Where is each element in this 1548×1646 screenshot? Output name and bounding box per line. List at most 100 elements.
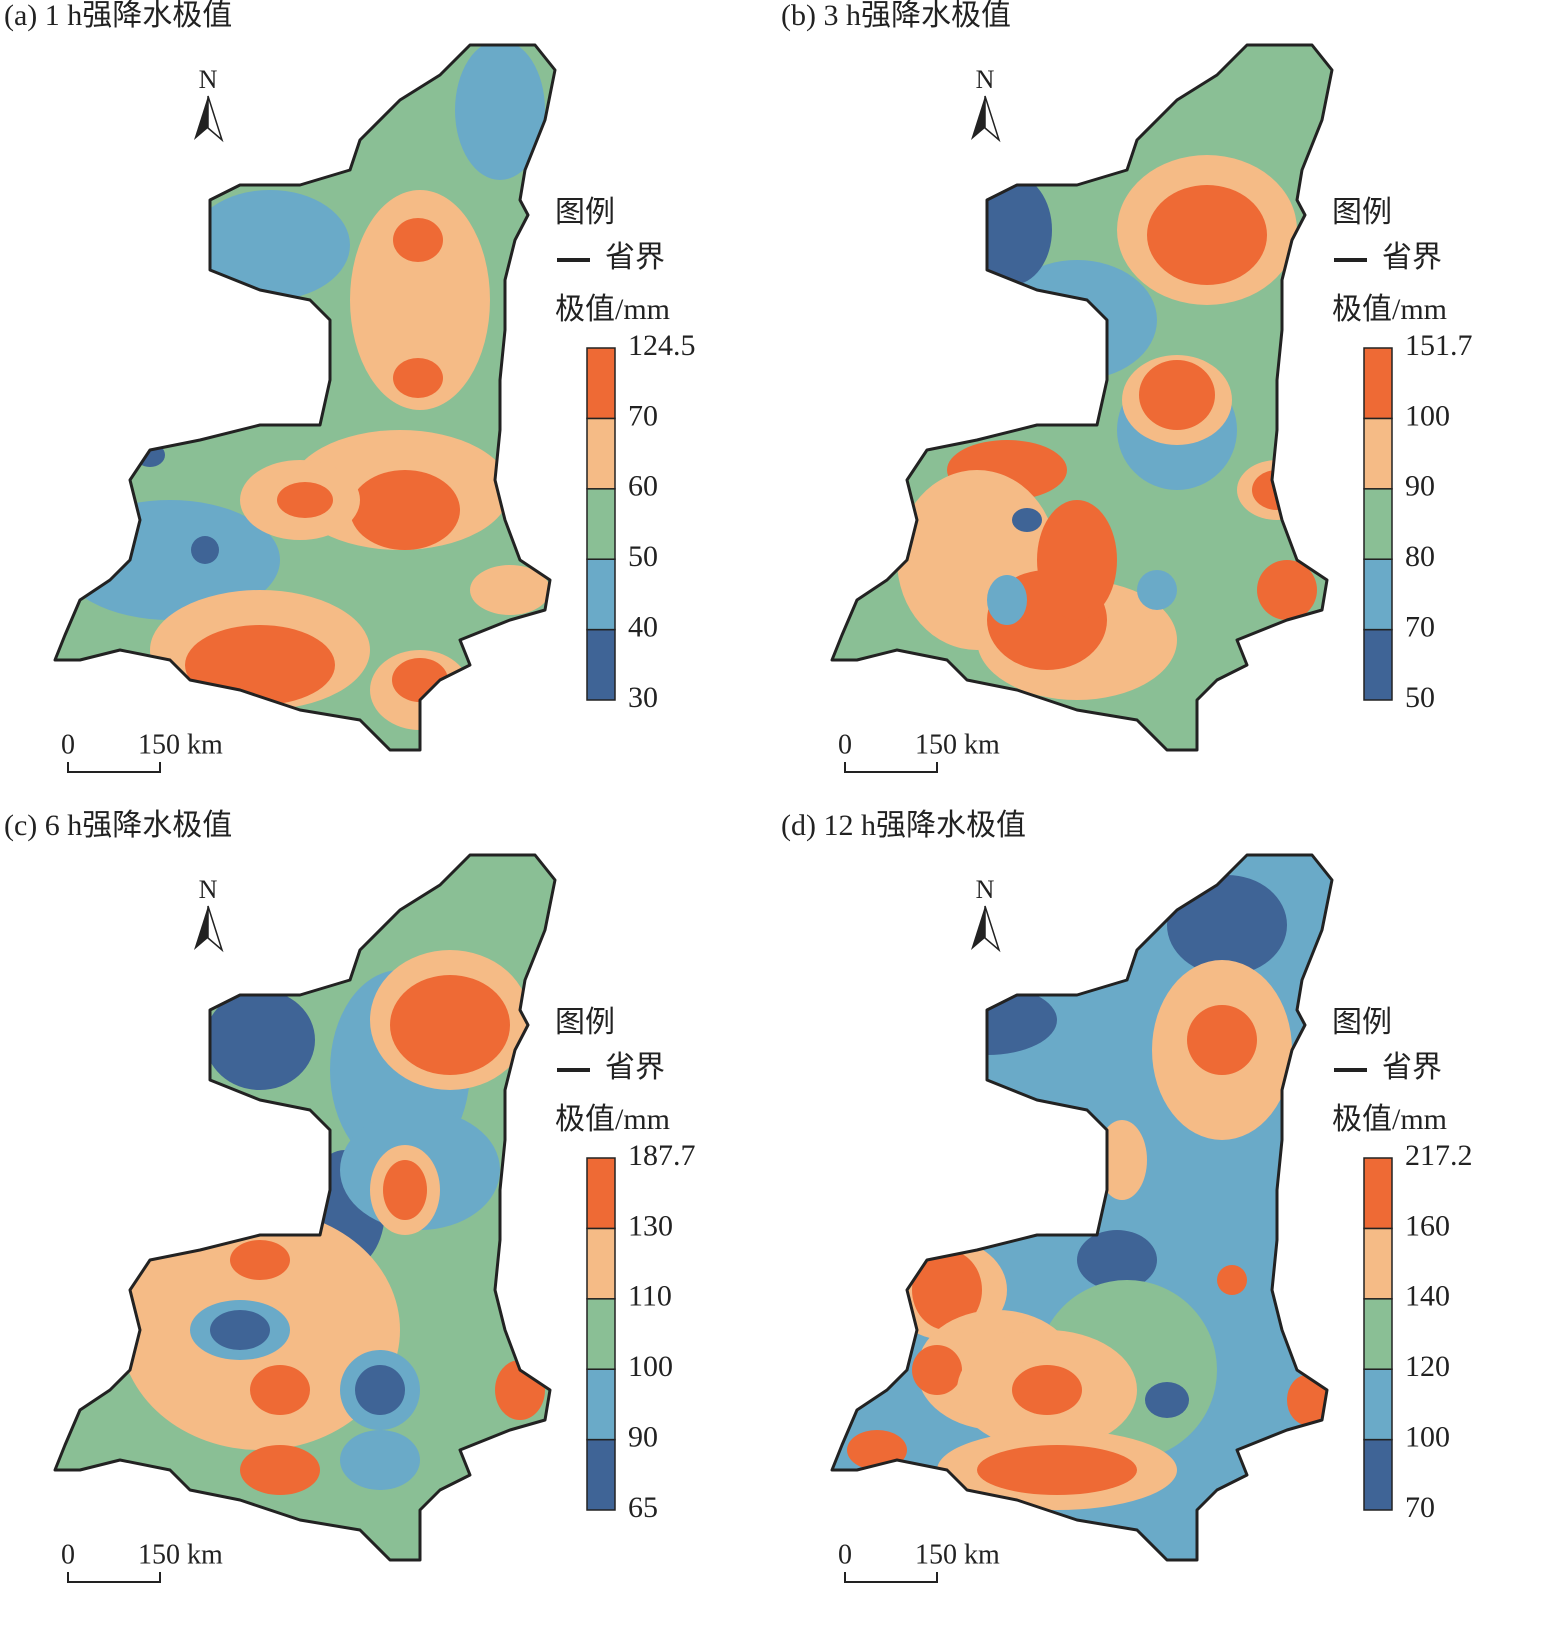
boundary-label: 省界 — [605, 241, 665, 274]
panel-title: (d) 12 h强降水极值 — [781, 809, 1026, 842]
north-arrow — [971, 906, 985, 950]
panel-title: (a) 1 h强降水极值 — [4, 0, 232, 32]
legend-value: 70 — [1405, 610, 1435, 643]
scale-label: 0 — [838, 729, 852, 760]
legend-value: 30 — [628, 681, 658, 714]
legend-value: 60 — [628, 470, 658, 503]
scale-bar — [67, 762, 161, 773]
contour-zone — [205, 990, 315, 1090]
legend-title: 图例 — [555, 1006, 615, 1039]
legend-swatch — [586, 1157, 616, 1230]
contour-zone — [1187, 1005, 1257, 1075]
scale-label: 0 — [61, 1539, 75, 1570]
legend-value: 187.7 — [628, 1139, 696, 1172]
legend-swatch — [586, 1227, 616, 1300]
legend-value: 110 — [628, 1280, 672, 1313]
contour-zone — [1257, 560, 1317, 620]
legend-swatch — [1363, 1157, 1393, 1230]
north-label: N — [199, 875, 218, 904]
legend-value: 130 — [628, 1209, 673, 1242]
legend-swatch — [586, 488, 616, 560]
legend-value: 50 — [1405, 681, 1435, 714]
contour-zone — [912, 1250, 982, 1330]
contour-zone — [1137, 570, 1177, 610]
contour-zone — [1287, 1375, 1327, 1425]
legend-swatch — [586, 347, 616, 420]
legend-value: 140 — [1405, 1280, 1450, 1313]
north-arrow — [194, 906, 208, 950]
contour-zone — [350, 190, 490, 410]
legend-swatch — [586, 417, 616, 490]
legend-swatch — [1363, 488, 1393, 560]
legend-value: 50 — [628, 540, 658, 573]
legend-swatch — [1363, 417, 1393, 490]
legend-title: 图例 — [1332, 196, 1392, 229]
contour-zone — [230, 1240, 290, 1280]
legend-swatch — [1363, 1438, 1393, 1511]
north-arrow — [984, 905, 1001, 953]
map — [832, 855, 1332, 1560]
unit-label: 极值/mm — [1332, 1103, 1447, 1136]
map — [832, 45, 1332, 750]
scale-label: 150 km — [915, 729, 1000, 760]
north-label: N — [976, 875, 995, 904]
contour-zone — [1097, 1120, 1147, 1200]
legend-swatch — [1363, 628, 1393, 701]
legend-value: 80 — [1405, 540, 1435, 573]
contour-zone — [393, 218, 443, 262]
legend-swatch — [1363, 1368, 1393, 1441]
legend-value: 217.2 — [1405, 1139, 1473, 1172]
panel-title: (c) 6 h强降水极值 — [4, 809, 232, 842]
legend-value: 90 — [1405, 470, 1435, 503]
contour-zone — [987, 575, 1027, 625]
contour-zone — [1012, 508, 1042, 532]
scale-label: 150 km — [138, 1539, 223, 1570]
panel-title: (b) 3 h强降水极值 — [781, 0, 1011, 32]
legend-value: 151.7 — [1405, 329, 1473, 362]
scale-label: 0 — [61, 729, 75, 760]
legend-swatch — [586, 1298, 616, 1370]
contour-zone — [1139, 360, 1215, 430]
contour-zone — [191, 536, 219, 564]
legend-value: 120 — [1405, 1350, 1450, 1383]
north-arrow — [984, 95, 1001, 143]
north-label: N — [976, 65, 995, 94]
contour-zone — [1147, 185, 1267, 285]
legend-value: 100 — [1405, 1420, 1450, 1453]
scale-bar — [844, 1572, 938, 1583]
north-arrow — [971, 96, 985, 140]
legend-value: 90 — [628, 1420, 658, 1453]
contour-zone — [455, 45, 545, 180]
contour-zone — [277, 482, 333, 518]
boundary-label: 省界 — [605, 1051, 665, 1084]
contour-zone — [1167, 875, 1287, 975]
scale-label: 0 — [838, 1539, 852, 1570]
scale-label: 150 km — [138, 729, 223, 760]
contour-zone — [350, 470, 460, 550]
legend-swatch — [586, 558, 616, 631]
contour-zone — [340, 1430, 420, 1490]
contour-zone — [250, 1365, 310, 1415]
unit-label: 极值/mm — [555, 1103, 670, 1136]
scale-label: 150 km — [915, 1539, 1000, 1570]
unit-label: 极值/mm — [555, 293, 670, 326]
contour-zone — [1217, 1265, 1247, 1295]
unit-label: 极值/mm — [1332, 293, 1447, 326]
legend-value: 65 — [628, 1491, 658, 1524]
north-arrow — [207, 95, 224, 143]
legend-swatch — [586, 1368, 616, 1441]
legend-swatch — [1363, 1298, 1393, 1370]
contour-zone — [355, 1365, 405, 1415]
boundary-label: 省界 — [1382, 1051, 1442, 1084]
contour-zone — [210, 1310, 270, 1350]
legend-title: 图例 — [555, 196, 615, 229]
map — [55, 855, 555, 1560]
legend-value: 100 — [628, 1350, 673, 1383]
legend-value: 70 — [628, 399, 658, 432]
contour-zone — [470, 565, 550, 615]
legend-swatch — [1363, 558, 1393, 631]
contour-zone — [185, 625, 335, 705]
